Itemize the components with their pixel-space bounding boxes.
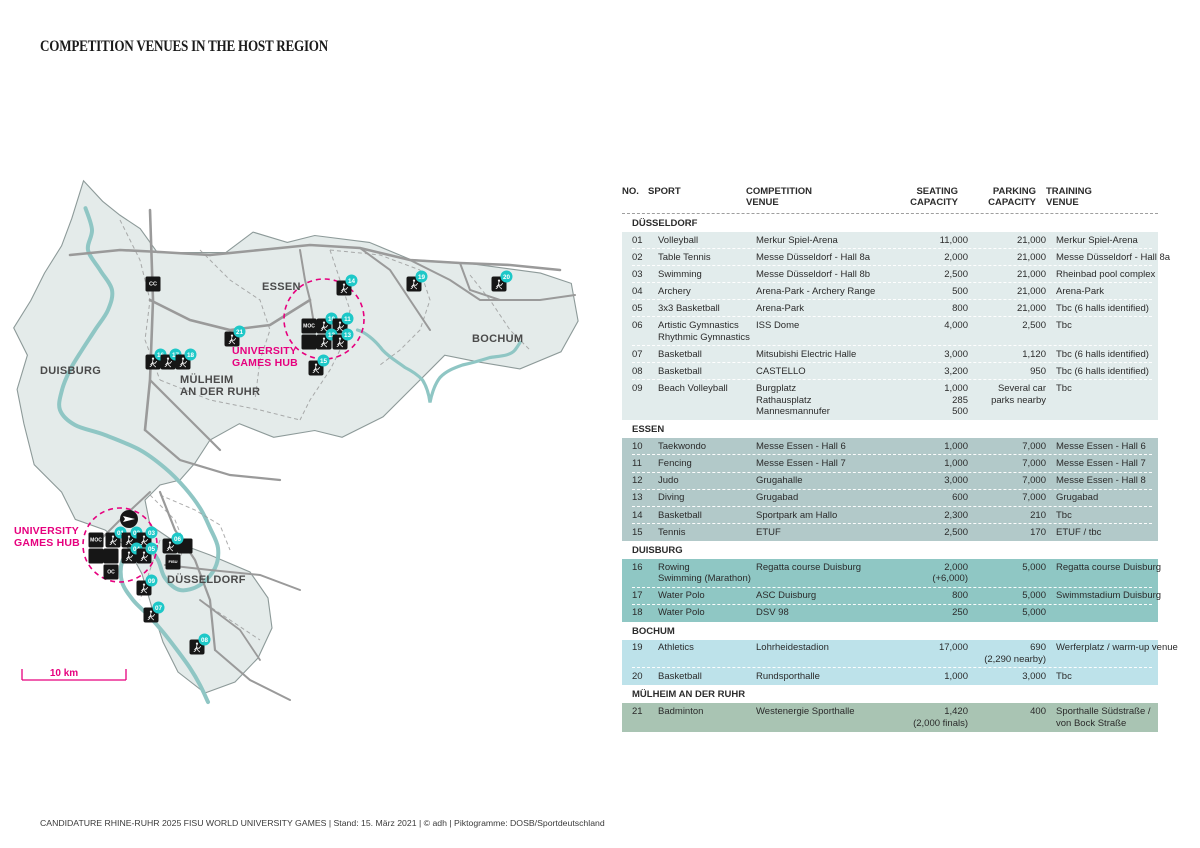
svg-text:08: 08 [201,637,209,644]
svg-text:10 km: 10 km [50,668,78,679]
svg-text:MOC: MOC [303,324,315,330]
svg-text:11: 11 [344,316,351,323]
svg-text:14: 14 [348,278,356,285]
svg-text:13: 13 [344,332,352,339]
svg-text:OC: OC [107,570,115,576]
svg-text:09: 09 [148,578,156,585]
svg-text:05: 05 [148,546,156,553]
svg-text:FISU: FISU [168,559,177,564]
svg-text:03: 03 [148,530,156,537]
svg-text:CC: CC [149,282,157,288]
svg-text:07: 07 [155,605,163,612]
svg-text:19: 19 [418,274,426,281]
svg-text:21: 21 [236,329,244,336]
svg-text:18: 18 [187,352,195,359]
svg-text:06: 06 [174,536,182,543]
svg-text:20: 20 [503,274,511,281]
